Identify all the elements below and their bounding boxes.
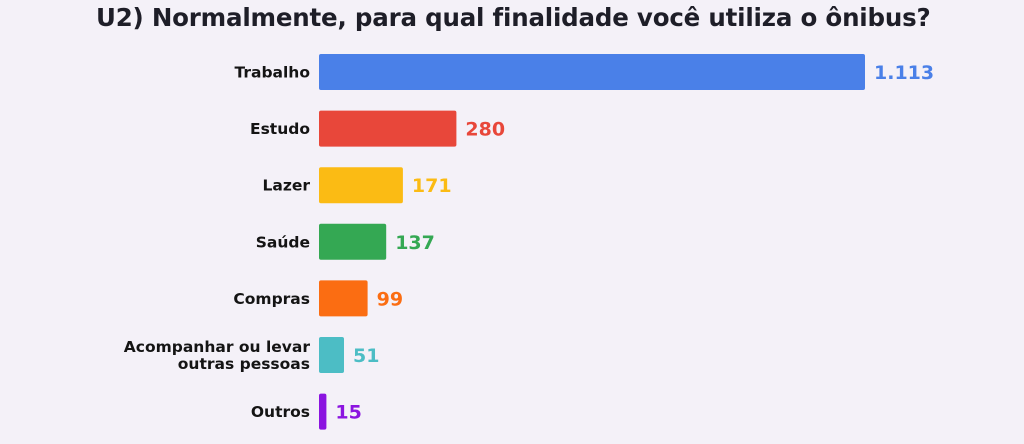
category-label-4: Compras xyxy=(233,290,310,308)
bar-6 xyxy=(319,393,327,430)
bar-3 xyxy=(319,223,387,260)
value-label-4: 99 xyxy=(377,288,403,310)
category-label-2: Lazer xyxy=(262,177,310,195)
bar-0 xyxy=(319,54,865,90)
category-label-line: Outros xyxy=(251,403,310,421)
value-label-6: 15 xyxy=(335,402,361,424)
category-label-line: Trabalho xyxy=(234,64,310,82)
bar-5 xyxy=(319,337,344,373)
value-label-3: 137 xyxy=(395,232,435,254)
category-label-0: Trabalho xyxy=(234,64,310,82)
value-label-1: 280 xyxy=(465,119,505,141)
value-label-2: 171 xyxy=(412,175,452,197)
bar-4 xyxy=(319,280,368,317)
category-label-1: Estudo xyxy=(250,120,310,138)
category-label-line: Lazer xyxy=(262,177,310,195)
bar-2 xyxy=(319,167,403,204)
category-label-line: Saúde xyxy=(256,233,310,251)
value-label-5: 51 xyxy=(353,345,379,367)
category-label-line: Compras xyxy=(233,290,310,308)
value-label-0: 1.113 xyxy=(874,62,934,84)
category-label-6: Outros xyxy=(251,403,310,421)
bar-1 xyxy=(319,110,457,147)
chart-title: U2) Normalmente, para qual finalidade vo… xyxy=(96,3,931,32)
category-label-line: outras pessoas xyxy=(178,355,310,373)
category-label-line: Estudo xyxy=(250,120,310,138)
category-label-3: Saúde xyxy=(256,233,310,251)
category-label-line: Acompanhar ou levar xyxy=(124,338,311,356)
category-label-5: Acompanhar ou levar outras pessoas xyxy=(124,338,311,373)
